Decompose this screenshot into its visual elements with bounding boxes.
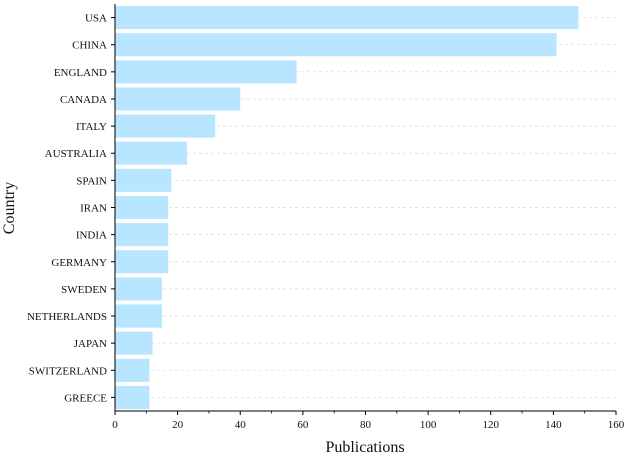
y-tick-label: CHINA [72, 40, 107, 52]
y-tick-label: GREECE [64, 392, 107, 404]
bar [115, 277, 162, 301]
bar [115, 223, 169, 247]
y-tick-label: USA [85, 13, 107, 25]
x-tick-label: 140 [545, 419, 562, 431]
bar [115, 331, 153, 355]
bar [115, 304, 162, 328]
y-axis-title: Country [1, 182, 18, 234]
y-tick-label: ITALY [76, 121, 107, 133]
y-tick-label: GERMANY [51, 257, 107, 269]
x-tick-label: 20 [172, 419, 184, 431]
x-tick-label: 0 [112, 419, 118, 431]
y-tick-label: SWEDEN [61, 284, 107, 296]
tick-marks [111, 17, 617, 415]
y-tick-label: SPAIN [76, 175, 107, 187]
bar [115, 250, 169, 274]
bar [115, 385, 150, 409]
bar [115, 33, 557, 57]
bar [115, 87, 241, 111]
x-tick-label: 160 [608, 419, 625, 431]
bar [115, 358, 150, 382]
y-tick-label: AUSTRALIA [45, 148, 107, 160]
bar [115, 60, 297, 84]
x-tick-label: 40 [235, 419, 247, 431]
y-tick-label: CANADA [60, 94, 107, 106]
bar [115, 141, 188, 165]
x-tick-label: 80 [360, 419, 372, 431]
y-tick-label: IRAN [80, 203, 107, 215]
x-axis-title: Publications [325, 439, 404, 456]
y-tick-label: ENGLAND [54, 67, 107, 79]
x-tick-label: 100 [420, 419, 437, 431]
bar [115, 114, 216, 138]
x-tick-label: 120 [483, 419, 500, 431]
y-tick-label: SWITZERLAND [29, 365, 107, 377]
x-tick-label: 60 [297, 419, 309, 431]
tick-labels: USA CHINA ENGLAND CANADA ITALY AUSTRALIA SPAIN… [27, 13, 625, 431]
y-tick-label: NETHERLANDS [27, 311, 107, 323]
bar [115, 168, 172, 192]
y-tick-label: INDIA [76, 230, 107, 242]
bar [115, 195, 169, 220]
y-tick-label: JAPAN [74, 338, 107, 350]
bar [115, 6, 579, 30]
bars [115, 6, 579, 409]
